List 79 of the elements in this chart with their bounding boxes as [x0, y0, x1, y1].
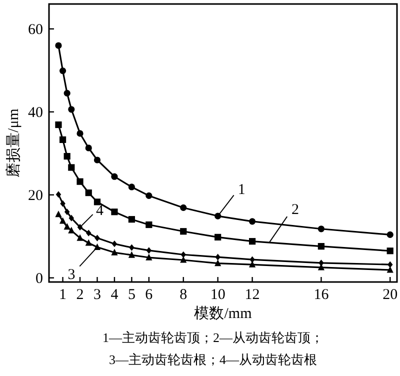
x-tick-label: 12	[244, 287, 260, 303]
point	[55, 210, 62, 218]
point	[64, 152, 70, 160]
point	[214, 234, 222, 240]
point	[146, 247, 152, 254]
x-tick-label: 10	[210, 287, 226, 303]
point	[68, 106, 75, 113]
point	[85, 144, 92, 152]
point	[68, 214, 74, 222]
x-tick-label: 6	[145, 287, 154, 303]
point	[129, 244, 134, 251]
point	[111, 173, 118, 180]
point	[94, 234, 100, 242]
annotation: 1	[238, 182, 246, 198]
point	[318, 226, 324, 232]
point	[250, 256, 255, 263]
point	[112, 240, 118, 248]
point	[68, 226, 75, 234]
point	[76, 178, 84, 185]
point	[180, 256, 187, 263]
point	[180, 228, 187, 235]
y-tick-label: 20	[28, 188, 43, 204]
y-axis-title: 磨损量/μm	[5, 108, 22, 178]
text: 1—主动齿轮齿顶；2—从动齿轮齿顶；	[102, 330, 324, 345]
point	[146, 192, 152, 199]
point	[214, 260, 222, 266]
x-tick-label: 4	[110, 287, 119, 303]
point	[318, 260, 324, 266]
point	[68, 164, 75, 171]
point	[146, 221, 152, 228]
x-tick-label: 1	[59, 287, 67, 303]
point	[94, 198, 101, 206]
point	[128, 251, 135, 258]
point	[111, 208, 118, 216]
point	[56, 191, 62, 198]
x-tick-label: 20	[382, 287, 398, 303]
point	[77, 224, 83, 231]
point	[86, 230, 92, 236]
point	[128, 216, 135, 223]
point	[76, 130, 84, 137]
annotation: 3	[68, 267, 76, 284]
point	[318, 243, 324, 250]
point	[64, 208, 70, 216]
x-axis-title: 模数/mm	[194, 305, 252, 322]
point	[386, 266, 394, 273]
x-tick-label: 3	[93, 287, 101, 303]
y-tick-label: 40	[28, 104, 43, 121]
point	[128, 184, 135, 190]
point	[59, 136, 66, 143]
point	[180, 204, 187, 212]
point	[60, 200, 66, 207]
y-tick-label: 0	[36, 270, 43, 287]
y-tick-label: 60	[28, 22, 43, 38]
point	[387, 261, 393, 268]
point	[386, 248, 394, 254]
point	[248, 218, 256, 225]
point	[146, 254, 152, 260]
x-tick-label: 5	[128, 287, 136, 303]
x-tick-label: 2	[76, 287, 84, 303]
point	[76, 234, 84, 241]
annotation: 2	[292, 202, 300, 218]
point	[64, 223, 70, 230]
point	[111, 248, 118, 256]
point	[85, 239, 92, 246]
point	[64, 90, 70, 97]
point	[55, 121, 62, 128]
point	[59, 217, 66, 224]
point	[85, 189, 92, 196]
point	[248, 238, 256, 245]
annotation: 4	[96, 203, 104, 220]
point	[94, 156, 101, 164]
x-tick-label: 8	[180, 287, 188, 303]
point	[215, 254, 220, 260]
point	[59, 68, 66, 74]
text: 3—主动齿轮齿根；4—从动齿轮齿根	[109, 352, 317, 367]
point	[386, 231, 394, 238]
x-tick-label: 16	[314, 287, 330, 303]
point	[180, 251, 186, 258]
point	[55, 42, 62, 49]
